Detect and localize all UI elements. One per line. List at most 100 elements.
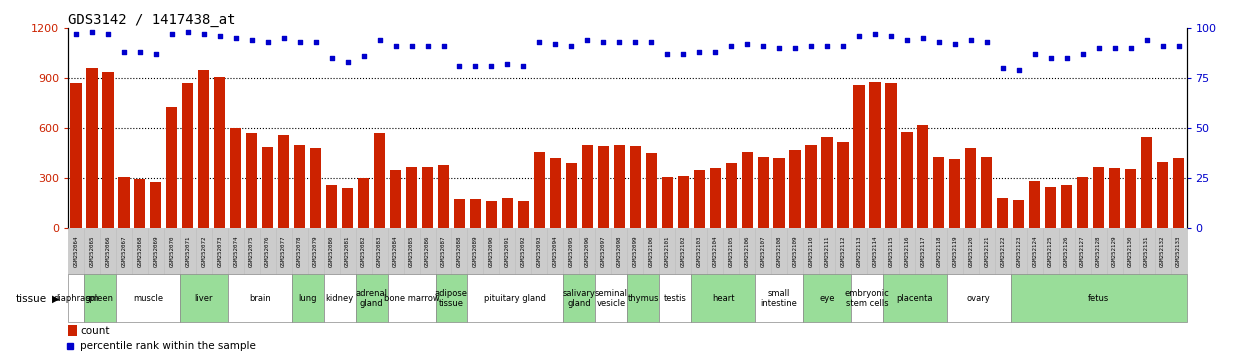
Text: GSM252126: GSM252126 <box>1064 236 1069 267</box>
Bar <box>87 68 98 228</box>
Point <box>674 51 693 57</box>
Bar <box>135 179 146 228</box>
Text: GSM252113: GSM252113 <box>857 236 861 267</box>
Bar <box>901 132 912 228</box>
Bar <box>1093 167 1104 228</box>
Bar <box>1109 169 1120 228</box>
Text: GSM252084: GSM252084 <box>393 236 398 267</box>
Point <box>402 44 421 49</box>
Text: brain: brain <box>248 294 271 303</box>
Point <box>146 51 166 57</box>
Text: GSM252098: GSM252098 <box>617 236 622 267</box>
Text: GSM252133: GSM252133 <box>1177 236 1182 267</box>
Bar <box>850 228 866 274</box>
Point <box>849 34 869 39</box>
Text: GSM252122: GSM252122 <box>1000 236 1005 267</box>
Point <box>946 41 965 47</box>
Text: GSM252120: GSM252120 <box>968 236 973 267</box>
Bar <box>803 274 852 322</box>
Bar <box>84 274 116 322</box>
Text: pituitary gland: pituitary gland <box>485 294 546 303</box>
Bar <box>917 125 928 228</box>
Text: GSM252117: GSM252117 <box>921 236 926 267</box>
Point <box>545 41 565 47</box>
Bar <box>981 157 993 228</box>
Bar <box>180 228 195 274</box>
Text: GSM252109: GSM252109 <box>792 236 797 267</box>
Bar <box>564 274 596 322</box>
Text: GSM252130: GSM252130 <box>1128 236 1133 267</box>
Bar <box>1011 228 1027 274</box>
Bar <box>915 228 931 274</box>
Bar <box>598 146 609 228</box>
Bar <box>949 159 960 228</box>
Bar <box>550 158 561 228</box>
Bar <box>467 228 483 274</box>
Bar <box>883 228 899 274</box>
Text: GSM252069: GSM252069 <box>153 236 158 267</box>
Point <box>66 32 85 37</box>
Bar <box>230 129 241 228</box>
Point <box>210 34 230 39</box>
Bar <box>979 228 995 274</box>
Text: GSM252125: GSM252125 <box>1048 236 1053 267</box>
Bar <box>470 199 481 228</box>
Text: count: count <box>80 326 110 336</box>
Bar <box>391 170 402 228</box>
Point <box>114 50 133 55</box>
Text: muscle: muscle <box>132 294 163 303</box>
Bar <box>227 228 243 274</box>
Bar <box>151 182 162 228</box>
Bar <box>227 274 292 322</box>
Bar <box>790 150 801 228</box>
Bar <box>742 152 753 228</box>
Point <box>897 38 917 43</box>
Text: GSM252101: GSM252101 <box>665 236 670 267</box>
Bar <box>294 145 305 228</box>
Bar <box>246 133 257 228</box>
Text: GSM252091: GSM252091 <box>506 236 510 267</box>
Point <box>466 63 486 69</box>
Point <box>418 44 438 49</box>
Point <box>801 44 821 49</box>
Bar <box>1075 228 1090 274</box>
Point <box>226 35 246 41</box>
Text: adrenal
gland: adrenal gland <box>356 289 388 308</box>
Text: GSM252079: GSM252079 <box>313 236 318 267</box>
Point <box>960 38 980 43</box>
Bar <box>582 145 593 228</box>
Bar <box>103 72 114 228</box>
Bar <box>838 142 849 228</box>
Bar <box>451 228 467 274</box>
Bar <box>405 167 417 228</box>
Bar <box>869 82 880 228</box>
Bar <box>276 228 292 274</box>
Bar <box>534 152 545 228</box>
Text: GSM252103: GSM252103 <box>697 236 702 267</box>
Text: GSM252132: GSM252132 <box>1161 236 1166 267</box>
Point <box>1057 56 1077 61</box>
Bar <box>758 157 769 228</box>
Text: GSM252067: GSM252067 <box>121 236 126 267</box>
Text: GSM252104: GSM252104 <box>713 236 718 267</box>
Point <box>82 29 101 35</box>
Point <box>785 46 805 51</box>
Bar <box>1125 169 1136 228</box>
Bar <box>308 228 324 274</box>
Point <box>1121 46 1141 51</box>
Bar <box>1106 228 1122 274</box>
Text: GSM252074: GSM252074 <box>234 236 239 267</box>
Bar <box>467 274 564 322</box>
Text: seminal
vesicle: seminal vesicle <box>595 289 628 308</box>
Bar <box>340 228 356 274</box>
Bar <box>755 274 803 322</box>
Text: GSM252118: GSM252118 <box>937 236 942 267</box>
Text: GSM252080: GSM252080 <box>329 236 334 267</box>
Bar <box>326 185 337 228</box>
Text: GSM252077: GSM252077 <box>282 236 287 267</box>
Bar <box>659 228 675 274</box>
Point <box>289 40 309 45</box>
Text: GSM252121: GSM252121 <box>984 236 989 267</box>
Bar <box>995 228 1011 274</box>
Text: GSM252116: GSM252116 <box>905 236 910 267</box>
